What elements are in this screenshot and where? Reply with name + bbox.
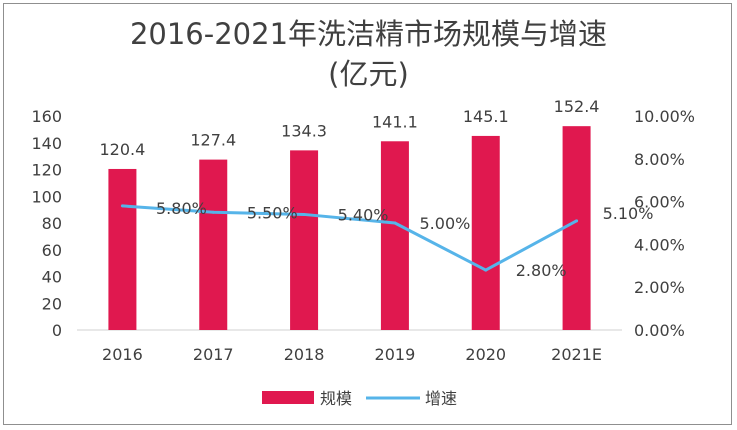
- labels-layer: 120.4 127.4 134.3 141.1 145.1 152.4 5.80% 5.50%…: [100, 97, 654, 280]
- bar-value-label: 127.4: [190, 131, 236, 150]
- chart-title-main: 2016-2021年洗洁精市场规模与增速: [129, 17, 608, 51]
- line-layer: [120, 204, 579, 272]
- axes-layer: 0 20 40 60 80 100 120 140 160 0.00% 2.00% 4.00% 6.00…: [31, 107, 695, 364]
- x-tick-label: 2018: [284, 345, 325, 364]
- bar: [562, 126, 591, 330]
- legend-layer: 规模 增速: [262, 389, 457, 408]
- y-left-tick-label: 60: [42, 241, 62, 260]
- y-right-tick-label: 6.00%: [634, 193, 685, 212]
- x-tick-label: 2016: [102, 345, 143, 364]
- y-right-tick-label: 0.00%: [634, 321, 685, 340]
- growth-value-label: 5.10%: [603, 204, 654, 223]
- growth-point: [302, 212, 306, 216]
- legend-label-scale: 规模: [320, 389, 352, 408]
- bar: [380, 141, 409, 330]
- bar-value-label: 141.1: [372, 112, 418, 131]
- bar: [199, 159, 228, 330]
- growth-value-label: 5.00%: [420, 214, 471, 233]
- y-left-tick-label: 140: [31, 134, 62, 153]
- growth-point: [575, 219, 579, 223]
- growth-point: [393, 221, 397, 225]
- x-tick-label: 2021E: [551, 345, 602, 364]
- chart-subtitle: (亿元): [328, 57, 409, 91]
- y-left-tick-label: 120: [31, 161, 62, 180]
- y-left-tick-label: 100: [31, 187, 62, 206]
- y-right-tick-label: 2.00%: [634, 278, 685, 297]
- bar: [290, 150, 319, 330]
- x-tick-label: 2020: [465, 345, 506, 364]
- growth-point: [211, 210, 215, 214]
- y-right-tick-label: 4.00%: [634, 235, 685, 254]
- x-tick-label: 2017: [193, 345, 234, 364]
- y-left-tick-label: 160: [31, 107, 62, 126]
- growth-value-label: 2.80%: [516, 261, 567, 280]
- y-left-tick-label: 20: [42, 294, 62, 313]
- bar-value-label: 152.4: [554, 97, 600, 116]
- chart-title: 2016-2021年洗洁精市场规模与增速 (亿元): [0, 14, 737, 94]
- bar: [471, 135, 500, 330]
- growth-value-label: 5.50%: [247, 203, 298, 222]
- y-right-tick-label: 10.00%: [634, 107, 695, 126]
- bar-value-label: 120.4: [100, 140, 146, 159]
- bar: [108, 168, 137, 330]
- x-tick-label: 2019: [375, 345, 416, 364]
- growth-point: [120, 204, 124, 208]
- y-left-tick-label: 80: [42, 214, 62, 233]
- y-left-tick-label: 0: [52, 321, 62, 340]
- bars-layer: [108, 126, 591, 330]
- legend-swatch-scale: [262, 391, 314, 404]
- growth-value-label: 5.80%: [156, 199, 207, 218]
- growth-line: [122, 204, 578, 272]
- growth-value-label: 5.40%: [338, 205, 389, 224]
- legend-label-growth: 增速: [425, 389, 457, 408]
- bar-value-label: 134.3: [281, 121, 327, 140]
- y-right-tick-label: 8.00%: [634, 150, 685, 169]
- growth-point: [484, 268, 488, 272]
- bar-value-label: 145.1: [463, 107, 509, 126]
- y-left-tick-label: 40: [42, 268, 62, 287]
